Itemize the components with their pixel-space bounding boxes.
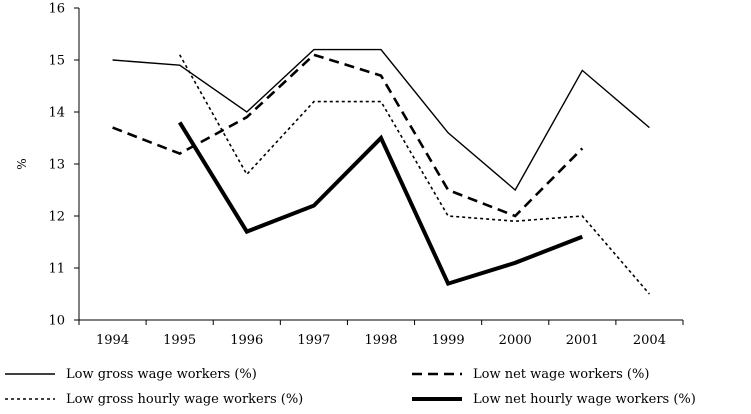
legend-item: Low gross hourly wage workers (%): [5, 392, 303, 407]
legend-label: Low gross wage workers (%): [66, 367, 257, 382]
x-tick-label: 1996: [230, 333, 263, 348]
y-tick-label: 13: [48, 158, 65, 173]
x-tick-label: 2000: [499, 333, 532, 348]
x-tick-label: 1998: [364, 333, 397, 348]
series-line-2: [112, 53, 584, 218]
series-line-1: [112, 48, 650, 192]
legend-label: Low net hourly wage workers (%): [473, 392, 696, 407]
y-tick-label: 11: [48, 262, 65, 277]
series-line-3: [179, 54, 651, 295]
y-axis-title: %: [15, 158, 29, 169]
y-tick-label: 14: [48, 106, 65, 121]
x-tick-label: 1999: [432, 333, 465, 348]
legend-item: Low gross wage workers (%): [5, 367, 257, 382]
y-tick-label: 16: [48, 2, 65, 17]
legend-item: Low net wage workers (%): [412, 367, 649, 382]
series-line-4: [177, 121, 584, 287]
y-axis-ticks: 10 11 12 13 14 15 16: [48, 2, 79, 329]
legend-item: Low net hourly wage workers (%): [412, 392, 696, 407]
x-tick-label: 1994: [96, 333, 129, 348]
y-tick-label: 12: [48, 210, 65, 225]
series-layer: [112, 48, 651, 295]
x-tick-label: 1995: [163, 333, 196, 348]
plot-area: 10 11 12 13 14 15 16 1994 1995 1996 1997 1998 1999 2…: [15, 2, 684, 348]
x-tick-label: 1997: [297, 333, 330, 348]
legend-label: Low net wage workers (%): [473, 367, 649, 382]
x-tick-label: 2001: [566, 333, 599, 348]
legend: Low gross wage workers (%) Low net wage w…: [5, 367, 696, 407]
legend-label: Low gross hourly wage workers (%): [66, 392, 303, 407]
x-tick-label: 2004: [633, 333, 666, 348]
x-axis-ticks: 1994 1995 1996 1997 1998 1999 2000 2001 2004: [78, 320, 684, 348]
y-tick-label: 10: [48, 314, 65, 329]
y-tick-label: 15: [48, 54, 65, 69]
